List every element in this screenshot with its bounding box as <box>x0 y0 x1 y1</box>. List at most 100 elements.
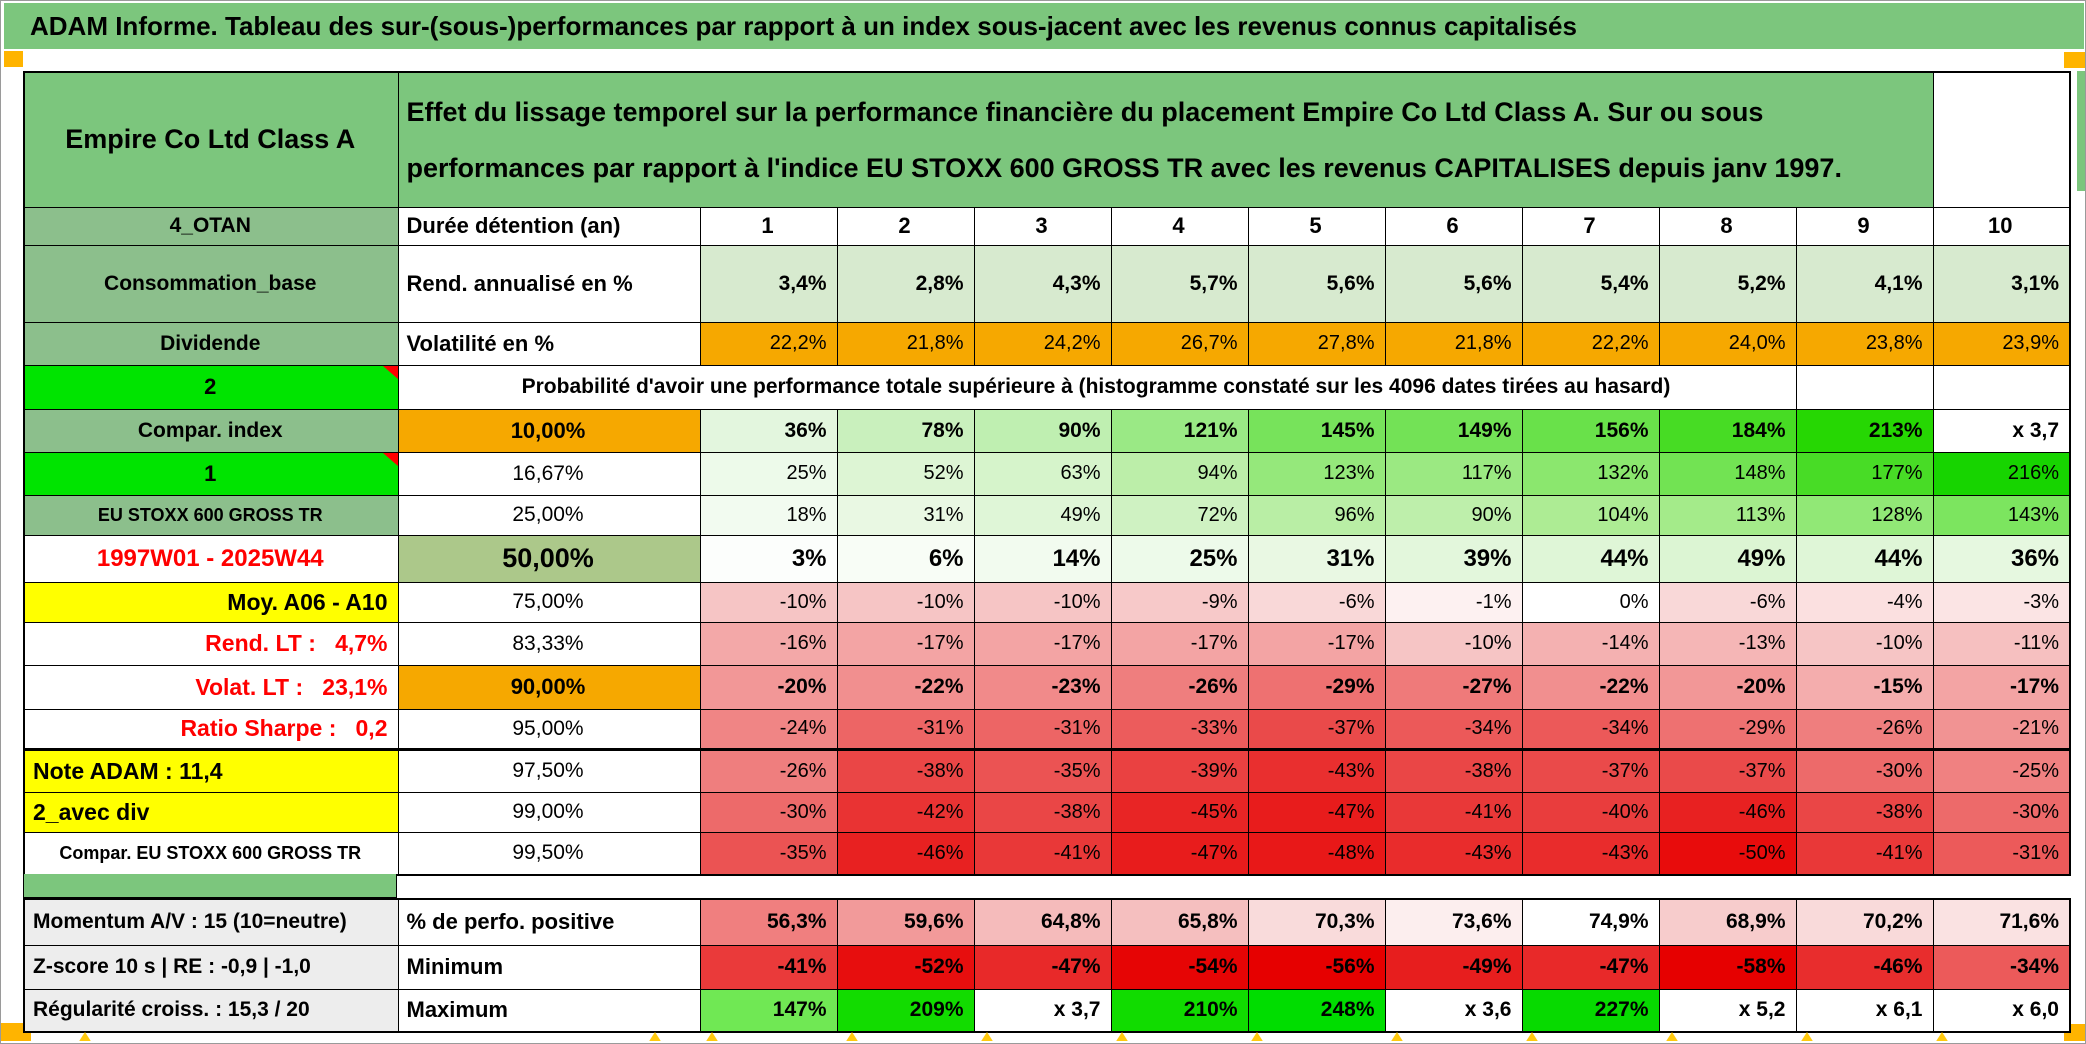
value-cell[interactable]: 64,8% <box>973 898 1112 946</box>
value-cell[interactable]: x 6,0 <box>1932 988 2071 1033</box>
value-cell[interactable]: -11% <box>1932 621 2071 666</box>
value-cell[interactable]: -3% <box>1932 581 2071 623</box>
value-cell[interactable]: -26% <box>1110 664 1249 710</box>
row-label-cell[interactable]: Momentum A/V : 15 (10=neutre) <box>23 898 399 946</box>
value-cell[interactable]: 209% <box>836 988 975 1033</box>
row-label-cell[interactable]: Moy. A06 - A10 <box>23 581 399 623</box>
value-cell[interactable]: x 6,1 <box>1795 988 1934 1033</box>
value-cell[interactable]: -46% <box>1658 791 1797 833</box>
value-cell[interactable]: x 3,6 <box>1384 988 1523 1033</box>
probability-caption-cell[interactable]: Probabilité d'avoir une performance tota… <box>397 364 1797 410</box>
value-cell[interactable]: 36% <box>1932 534 2071 583</box>
value-cell[interactable]: 143% <box>1932 494 2071 536</box>
value-cell[interactable]: 6% <box>836 534 975 583</box>
value-cell[interactable]: -15% <box>1795 664 1934 710</box>
row-label-cell[interactable]: Rend. LT : 4,7% <box>23 621 399 666</box>
value-cell[interactable]: 78% <box>836 408 975 453</box>
value-cell[interactable]: -34% <box>1521 708 1660 751</box>
value-cell[interactable]: 4,3% <box>973 244 1112 323</box>
value-cell[interactable]: 148% <box>1658 451 1797 496</box>
value-cell[interactable]: -10% <box>1384 621 1523 666</box>
metric-label-cell[interactable]: 50,00% <box>397 534 701 583</box>
value-cell[interactable]: 210% <box>1110 988 1249 1033</box>
value-cell[interactable]: -37% <box>1247 708 1386 751</box>
value-cell[interactable]: -45% <box>1110 791 1249 833</box>
row-label-cell[interactable]: 1 <box>23 451 399 496</box>
value-cell[interactable]: -10% <box>973 581 1112 623</box>
value-cell[interactable]: -49% <box>1384 944 1523 990</box>
value-cell[interactable]: -21% <box>1932 708 2071 751</box>
value-cell[interactable]: 27,8% <box>1247 321 1386 366</box>
metric-label-cell[interactable]: Maximum <box>397 988 701 1033</box>
value-cell[interactable]: -34% <box>1384 708 1523 751</box>
metric-label-cell[interactable]: Durée détention (an) <box>397 206 701 246</box>
value-cell[interactable]: 68,9% <box>1658 898 1797 946</box>
row-label-cell[interactable]: Compar. index <box>23 408 399 453</box>
value-cell[interactable]: 2,8% <box>836 244 975 323</box>
value-cell[interactable]: 44% <box>1795 534 1934 583</box>
value-cell[interactable]: 18% <box>699 494 838 536</box>
value-cell[interactable]: 8 <box>1658 206 1797 246</box>
value-cell[interactable]: -1% <box>1384 581 1523 623</box>
metric-label-cell[interactable]: 75,00% <box>397 581 701 623</box>
value-cell[interactable]: 94% <box>1110 451 1249 496</box>
value-cell[interactable]: -47% <box>1110 831 1249 876</box>
value-cell[interactable]: 184% <box>1658 408 1797 453</box>
value-cell[interactable]: 5 <box>1247 206 1386 246</box>
value-cell[interactable]: 177% <box>1795 451 1934 496</box>
empty-cell[interactable] <box>1795 364 1934 410</box>
value-cell[interactable]: 25% <box>699 451 838 496</box>
value-cell[interactable]: 213% <box>1795 408 1934 453</box>
value-cell[interactable]: 49% <box>973 494 1112 536</box>
value-cell[interactable]: 25% <box>1110 534 1249 583</box>
value-cell[interactable]: 1 <box>699 206 838 246</box>
value-cell[interactable]: -17% <box>836 621 975 666</box>
value-cell[interactable]: 74,9% <box>1521 898 1660 946</box>
value-cell[interactable]: x 3,7 <box>1932 408 2071 453</box>
value-cell[interactable]: -30% <box>1932 791 2071 833</box>
value-cell[interactable]: -4% <box>1795 581 1934 623</box>
value-cell[interactable]: -38% <box>1795 791 1934 833</box>
value-cell[interactable]: x 5,2 <box>1658 988 1797 1033</box>
value-cell[interactable]: 104% <box>1521 494 1660 536</box>
value-cell[interactable]: -41% <box>1795 831 1934 876</box>
metric-label-cell[interactable]: Volatilité en % <box>397 321 701 366</box>
value-cell[interactable]: -34% <box>1932 944 2071 990</box>
metric-label-cell[interactable]: 83,33% <box>397 621 701 666</box>
value-cell[interactable]: -30% <box>1795 748 1934 793</box>
value-cell[interactable]: -46% <box>1795 944 1934 990</box>
value-cell[interactable]: 123% <box>1247 451 1386 496</box>
value-cell[interactable]: -46% <box>836 831 975 876</box>
value-cell[interactable]: -10% <box>836 581 975 623</box>
value-cell[interactable]: 3,1% <box>1932 244 2071 323</box>
metric-label-cell[interactable]: Rend. annualisé en % <box>397 244 701 323</box>
metric-label-cell[interactable]: % de perfo. positive <box>397 898 701 946</box>
value-cell[interactable]: 4,1% <box>1795 244 1934 323</box>
value-cell[interactable]: -26% <box>1795 708 1934 751</box>
value-cell[interactable]: 2 <box>836 206 975 246</box>
value-cell[interactable]: 90% <box>1384 494 1523 536</box>
row-label-cell[interactable]: 4_OTAN <box>23 206 399 246</box>
value-cell[interactable]: -42% <box>836 791 975 833</box>
value-cell[interactable]: 14% <box>973 534 1112 583</box>
metric-label-cell[interactable]: 90,00% <box>397 664 701 710</box>
value-cell[interactable]: 128% <box>1795 494 1934 536</box>
value-cell[interactable]: 31% <box>1247 534 1386 583</box>
value-cell[interactable]: 96% <box>1247 494 1386 536</box>
value-cell[interactable]: 7 <box>1521 206 1660 246</box>
value-cell[interactable]: -17% <box>1110 621 1249 666</box>
value-cell[interactable]: -38% <box>836 748 975 793</box>
value-cell[interactable]: 227% <box>1521 988 1660 1033</box>
value-cell[interactable]: 3% <box>699 534 838 583</box>
value-cell[interactable]: -43% <box>1521 831 1660 876</box>
value-cell[interactable]: 73,6% <box>1384 898 1523 946</box>
value-cell[interactable]: 5,6% <box>1247 244 1386 323</box>
value-cell[interactable]: 26,7% <box>1110 321 1249 366</box>
value-cell[interactable]: -10% <box>699 581 838 623</box>
value-cell[interactable]: 59,6% <box>836 898 975 946</box>
value-cell[interactable]: x 3,7 <box>973 988 1112 1033</box>
row-label-cell[interactable]: 2_avec div <box>23 791 399 833</box>
value-cell[interactable]: -47% <box>1247 791 1386 833</box>
value-cell[interactable]: 5,6% <box>1384 244 1523 323</box>
metric-label-cell[interactable]: 10,00% <box>397 408 701 453</box>
